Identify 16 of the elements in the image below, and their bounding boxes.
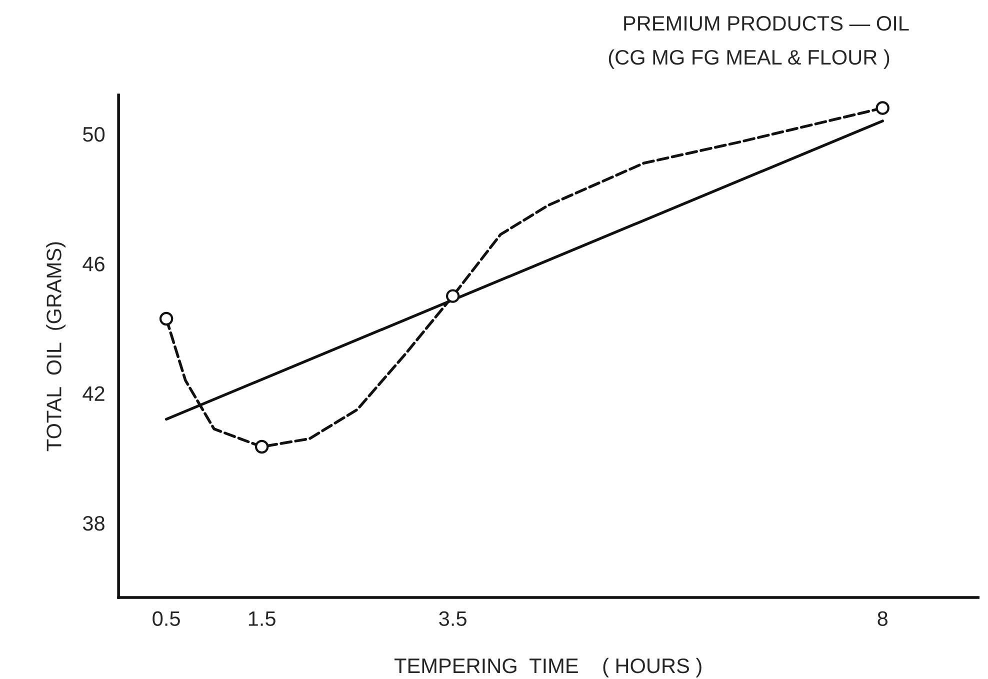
x-tick-label: 0.5 xyxy=(152,611,180,626)
x-axis-title: TEMPERING TIME ( HOURS ) xyxy=(394,658,702,678)
y-tick-label: 42 xyxy=(82,386,104,401)
chart-title: PREMIUM PRODUCTS — OIL xyxy=(624,16,909,31)
x-tick-label: 3.5 xyxy=(439,611,466,626)
x-tick-label: 1.5 xyxy=(248,611,276,626)
point xyxy=(159,312,174,326)
chart-subtitle: (CG MG FG MEAL & FLOUR ) xyxy=(608,49,890,69)
y-tick-label: 50 xyxy=(83,126,105,142)
y-tick-label: 46 xyxy=(82,256,104,272)
point xyxy=(446,289,460,303)
y-axis-title: TOTAL OIL (GRAMS) xyxy=(46,242,66,452)
point xyxy=(254,440,269,454)
y-tick-label: 38 xyxy=(82,516,104,531)
point xyxy=(876,101,890,115)
x-tick-label: 8 xyxy=(878,611,888,626)
